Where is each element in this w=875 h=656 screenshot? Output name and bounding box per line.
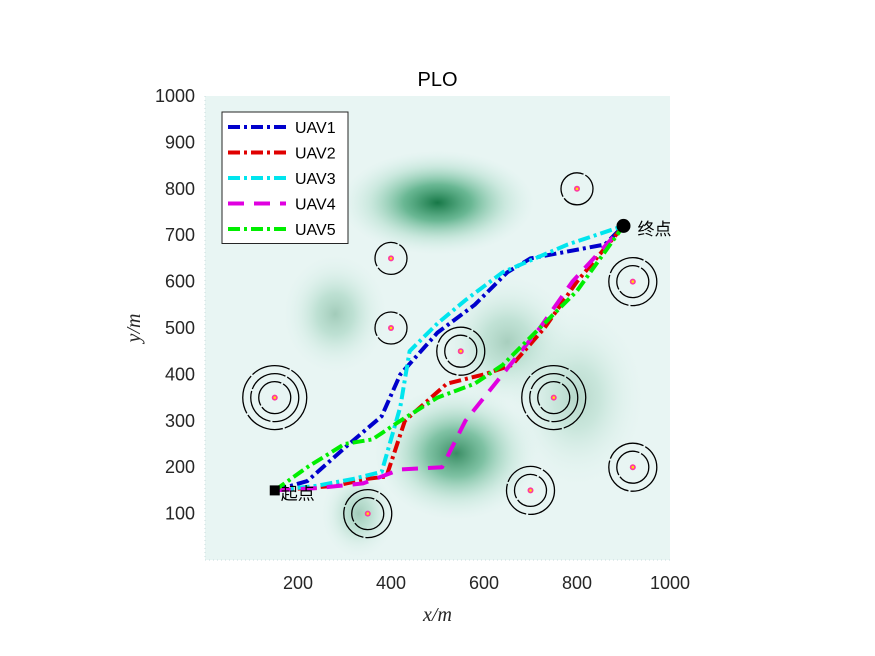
- threat-ring: [374, 311, 408, 345]
- terrain-peak-1: [340, 150, 535, 255]
- threat-zone: [505, 465, 556, 516]
- threat-ring: [351, 496, 385, 531]
- x-tick-label: 200: [283, 573, 313, 593]
- start-label: 起点: [281, 484, 315, 504]
- threat-ring: [258, 380, 292, 415]
- threat-zone: [343, 488, 393, 539]
- threat-zone: [521, 364, 587, 431]
- threat-ring: [242, 364, 308, 431]
- threat-ring: [513, 473, 548, 508]
- terrain-peak-2: [374, 386, 538, 521]
- threat-zone: [608, 256, 658, 307]
- x-tick-label: 1000: [650, 573, 690, 593]
- goal-marker: [616, 218, 631, 233]
- threat-zone: [374, 241, 408, 276]
- threat-zone: [560, 172, 594, 206]
- uav-paths: [273, 224, 626, 493]
- series-line-uav5: [273, 224, 626, 493]
- y-tick-label: 700: [165, 225, 195, 245]
- y-tick-label: 400: [165, 364, 195, 384]
- y-axis-label: y/m: [123, 314, 145, 345]
- legend: UAV1 UAV2 UAV3 UAV4 UAV5: [221, 111, 349, 244]
- threat-zone: [608, 442, 658, 492]
- legend-label-uav2: UAV2: [295, 146, 336, 163]
- y-tick-label: 300: [165, 411, 195, 431]
- series-line-uav1: [274, 224, 625, 493]
- y-tick-label: 200: [165, 457, 195, 477]
- x-tick-label: 800: [562, 573, 592, 593]
- series-line-uav4: [274, 224, 625, 493]
- y-tick-label: 600: [165, 272, 195, 292]
- legend-label-uav5: UAV5: [295, 222, 336, 239]
- threat-center-dot: [529, 489, 532, 492]
- threat-center-dot: [459, 349, 463, 353]
- threat-ring: [616, 450, 650, 484]
- y-tick-label: 500: [165, 318, 195, 338]
- threat-ring: [537, 380, 571, 415]
- goal-label: 终点: [638, 220, 672, 240]
- threat-center-dot: [389, 257, 393, 260]
- threat-zone: [374, 311, 408, 345]
- threat-ring: [374, 241, 408, 276]
- threat-center-dot: [631, 465, 635, 469]
- threat-ring: [436, 326, 486, 376]
- chart-title: PLO: [417, 69, 457, 91]
- threat-ring: [521, 364, 587, 431]
- y-tick-label: 900: [165, 132, 195, 152]
- threat-ring: [608, 442, 658, 492]
- y-tick-label: 1000: [155, 86, 195, 106]
- threat-zone: [436, 326, 486, 376]
- legend-label-uav1: UAV1: [295, 120, 336, 137]
- series-line-uav3: [274, 224, 625, 493]
- threat-ring: [529, 372, 579, 423]
- threat-ring: [608, 256, 658, 307]
- x-axis-label: x/m: [422, 604, 452, 626]
- y-tick-label: 800: [165, 179, 195, 199]
- legend-label-uav4: UAV4: [295, 197, 336, 214]
- threat-center-dot: [389, 326, 393, 330]
- y-tick-label: 100: [165, 504, 195, 524]
- threat-ring: [250, 372, 300, 423]
- threat-center-dot: [552, 396, 556, 399]
- threat-center-dot: [273, 396, 277, 399]
- axes: 200 400 600 800 1000 100 200 300 400 500 600 700 800…: [155, 86, 690, 593]
- threat-center-dot: [575, 187, 579, 191]
- threat-ring: [343, 488, 393, 539]
- terrain-peak-3: [283, 254, 388, 374]
- terrain-peak-6: [510, 308, 644, 487]
- start-marker: [269, 485, 280, 496]
- x-tick-label: 600: [469, 573, 499, 593]
- threat-center-dot: [631, 280, 635, 283]
- x-tick-label: 400: [376, 573, 406, 593]
- series-line-uav2: [274, 224, 626, 493]
- threat-zones: [242, 172, 658, 539]
- threat-center-dot: [366, 512, 370, 515]
- threat-ring: [505, 465, 556, 516]
- legend-label-uav3: UAV3: [295, 171, 336, 188]
- threat-zone: [242, 364, 308, 431]
- threat-ring: [616, 264, 650, 299]
- threat-ring: [560, 172, 594, 206]
- threat-ring: [444, 334, 478, 368]
- start-goal-markers: [269, 218, 631, 496]
